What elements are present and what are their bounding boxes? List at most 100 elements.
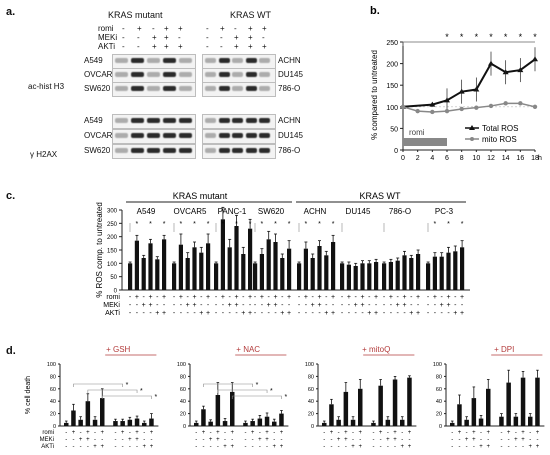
bar	[100, 398, 105, 426]
significance-star: *	[193, 221, 196, 228]
treatment-sign: +	[179, 294, 183, 301]
cell-line-label: OVCAR5	[84, 131, 117, 140]
blot-band	[115, 148, 128, 153]
mito-ros-point	[488, 103, 494, 109]
cell-line-label: A549	[84, 56, 103, 65]
y-tick-label: 60	[180, 387, 186, 393]
treatment-sign: +	[536, 430, 540, 436]
blot-band	[115, 58, 128, 63]
treatment-sign: -	[173, 302, 176, 309]
treatment-sign: -	[372, 437, 374, 443]
blot-band	[163, 118, 176, 123]
treatment-sign: +	[251, 430, 255, 436]
treatment-sign: +	[465, 437, 469, 443]
bar	[371, 422, 376, 426]
treatment-sign: +	[199, 310, 203, 317]
bar	[194, 422, 199, 426]
treatment-sign: +	[248, 42, 253, 51]
blot-band	[147, 58, 160, 63]
panel-c-y-axis-label: % ROS comp. to untreated	[95, 202, 104, 298]
significance-star: *	[445, 32, 449, 42]
treatment-sign: -	[101, 437, 103, 443]
treatment-sign: +	[206, 310, 210, 317]
subpanel-title: + GSH	[106, 345, 130, 354]
y-tick-label: 80	[50, 374, 56, 380]
bar	[432, 256, 437, 290]
treatment-sign: +	[521, 437, 525, 443]
y-tick-label: 150	[386, 83, 398, 90]
significance-star: *	[149, 221, 152, 228]
treatment-sign: -	[427, 302, 430, 309]
treatment-sign: +	[440, 302, 444, 309]
treatment-sign: -	[487, 437, 489, 443]
treatment-sign: +	[408, 430, 412, 436]
treatment-sign: -	[200, 294, 203, 301]
treatment-sign: +	[351, 444, 355, 450]
treatment-sign: -	[380, 444, 382, 450]
treatment-sign: -	[220, 33, 223, 42]
treatment-sign: -	[368, 302, 371, 309]
treatment-sign: -	[325, 294, 328, 301]
x-tick-label: 8	[460, 155, 464, 162]
treatment-sign: -	[244, 444, 246, 450]
blot-band	[131, 148, 144, 153]
bar	[322, 422, 327, 426]
x-tick-label: 0	[401, 155, 405, 162]
bar	[113, 421, 118, 426]
treatment-sign: -	[149, 310, 152, 317]
treatment-sign: -	[330, 437, 332, 443]
treatment-sign: -	[515, 430, 517, 436]
treatment-sign: +	[536, 444, 540, 450]
treatment-sign: -	[114, 430, 116, 436]
treatment-sign: -	[390, 310, 393, 317]
treatment-sign: -	[215, 310, 218, 317]
bar	[192, 247, 197, 290]
bar	[248, 228, 253, 290]
blot-band	[131, 86, 144, 91]
series-line-1	[402, 102, 536, 113]
treatment-sign: -	[259, 444, 261, 450]
bar	[253, 263, 258, 290]
treatment-sign: +	[135, 294, 139, 301]
treatment-sign: +	[358, 444, 362, 450]
treatment-sign: -	[312, 294, 315, 301]
bar	[134, 418, 140, 426]
treatment-sign: +	[311, 302, 315, 309]
treatment-sign: -	[122, 444, 124, 450]
treatment-sign: -	[129, 302, 132, 309]
blot-band	[205, 58, 216, 63]
treatment-sign: -	[387, 430, 389, 436]
panel-d-y-axis-label: % cell death	[25, 376, 32, 414]
cell-line-label: ACHN	[278, 116, 301, 125]
treatment-sign: -	[215, 294, 218, 301]
cell-line-label: ACHN	[304, 207, 327, 216]
blot-band	[232, 133, 243, 138]
treatment-sign: -	[273, 437, 275, 443]
treatment-sign: +	[142, 444, 146, 450]
bar	[350, 419, 356, 426]
significance-star: *	[519, 32, 523, 42]
treatment-sign: -	[206, 42, 209, 51]
treatment-sign: +	[241, 310, 245, 317]
treatment-sign: +	[164, 33, 169, 42]
treatment-sign: +	[230, 430, 234, 436]
bar	[243, 422, 248, 426]
blot-band	[179, 133, 192, 138]
treatment-sign: -	[195, 444, 197, 450]
significance-star: *	[460, 32, 464, 42]
treatment-sign: +	[344, 430, 348, 436]
treatment-sign: +	[267, 302, 271, 309]
blot-band	[163, 133, 176, 138]
treatment-sign: +	[234, 33, 239, 42]
treatment-sign: -	[94, 437, 96, 443]
treatment-sign: +	[396, 302, 400, 309]
treatment-sign: -	[355, 310, 358, 317]
bar	[227, 247, 232, 290]
treatment-sign: -	[473, 444, 475, 450]
treatment-sign: -	[383, 302, 386, 309]
treatment-sign: -	[136, 310, 139, 317]
blot-band	[205, 72, 216, 77]
treatment-sign: +	[374, 294, 378, 301]
significance-star: *	[256, 382, 259, 389]
bar	[230, 391, 235, 426]
